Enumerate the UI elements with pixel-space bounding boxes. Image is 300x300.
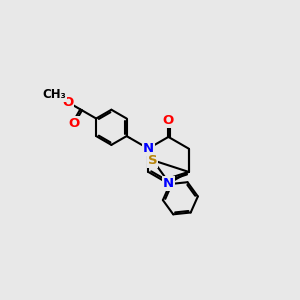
Text: N: N <box>163 177 174 190</box>
Text: N: N <box>143 142 154 155</box>
Text: S: S <box>148 154 158 167</box>
Text: O: O <box>163 114 174 127</box>
Text: O: O <box>62 96 74 109</box>
Text: O: O <box>69 117 80 130</box>
Text: CH₃: CH₃ <box>43 88 66 101</box>
